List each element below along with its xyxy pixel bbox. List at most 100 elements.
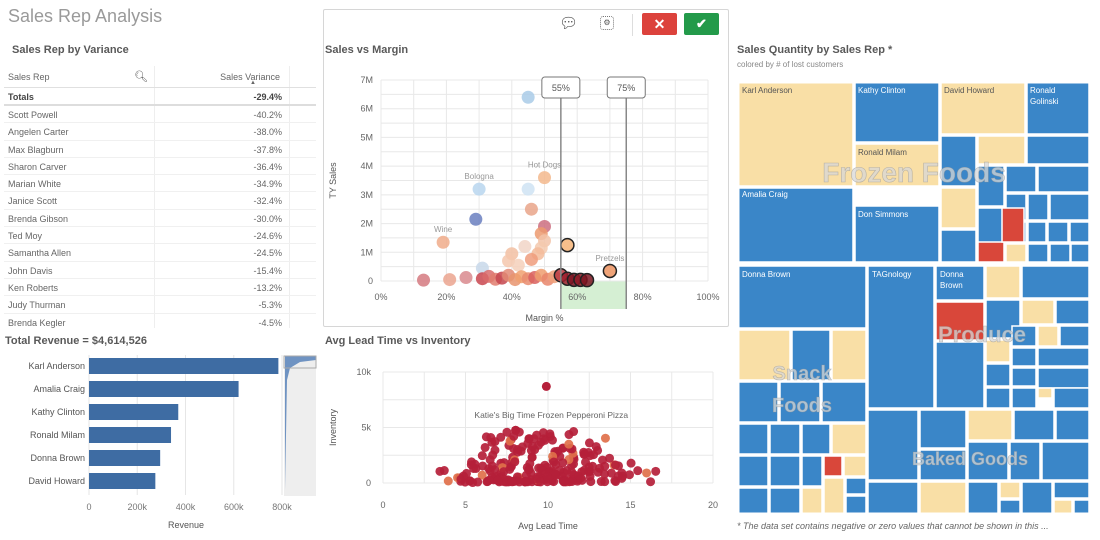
treemap-tile	[1011, 387, 1037, 409]
data-point	[646, 477, 656, 487]
sales-variance-value: -13.2%	[253, 282, 282, 293]
data-point	[584, 438, 594, 448]
data-point	[510, 457, 520, 467]
sales-rep-name: Scott Powell	[8, 110, 58, 120]
data-point	[600, 433, 610, 443]
y-tick-label: 7M	[360, 75, 373, 85]
sales-variance-value: -40.2%	[253, 110, 282, 120]
data-point	[580, 449, 590, 459]
treemap-tile	[1021, 265, 1090, 299]
data-point	[559, 467, 569, 477]
totals-row: Totals -29.4%	[4, 88, 316, 106]
table-header: Sales Rep 🔍︎ Sales Variance ▲	[4, 66, 316, 88]
x-tick-label: 20%	[437, 292, 455, 302]
treemap-tile	[831, 329, 867, 381]
treemap-tile	[1069, 221, 1090, 243]
x-tick-label: 200k	[127, 502, 147, 512]
treemap-tile	[935, 265, 985, 301]
treemap-tile	[967, 441, 1009, 481]
treemap-tile	[1047, 221, 1069, 243]
data-point	[534, 463, 544, 473]
range-handle[interactable]	[541, 76, 581, 99]
cancel-selection-button[interactable]: ✕	[642, 13, 677, 35]
data-point	[610, 460, 620, 470]
table-row[interactable]: Samantha Allen -24.5%	[4, 244, 316, 262]
sales-rep-name: Janice Scott	[8, 196, 58, 207]
data-point	[591, 442, 601, 452]
table-row[interactable]: Janice Scott -32.4%	[4, 192, 316, 210]
table-row[interactable]: Marian White -34.9%	[4, 175, 316, 193]
treemap-tile	[1013, 409, 1055, 441]
scroll-thumb[interactable]	[283, 355, 317, 369]
treemap-tile	[967, 409, 1013, 441]
treemap-tile	[1021, 299, 1055, 325]
treemap-tile	[985, 339, 1011, 363]
x-tick-label: 0%	[374, 292, 387, 302]
y-tick-label: 10k	[356, 367, 371, 377]
treemap-tile	[843, 455, 867, 477]
treemap-tile	[1011, 325, 1037, 347]
x-tick-label: 40%	[503, 292, 521, 302]
sales-rep-name: Samantha Allen	[8, 248, 72, 259]
treemap-tile-label: Brown	[940, 281, 963, 290]
sales-variance-value: -32.4%	[253, 196, 282, 207]
treemap-tile	[919, 449, 967, 481]
treemap-tile-label: Karl Anderson	[742, 86, 792, 95]
table-row[interactable]: Judy Thurman -5.3%	[4, 296, 316, 314]
select-area-icon[interactable]: ⚙	[600, 16, 614, 30]
treemap-tile	[977, 135, 1026, 165]
data-point	[642, 468, 652, 478]
table-row[interactable]: Scott Powell -40.2%	[4, 106, 316, 124]
lasso-icon[interactable]: 💬︎	[559, 15, 579, 32]
category-label: Amalia Craig	[33, 384, 85, 394]
treemap-tile	[1027, 193, 1049, 221]
sales-rep-name: Ken Roberts	[8, 282, 59, 293]
treemap-tile	[738, 487, 769, 514]
x-axis-label: Avg Lead Time	[518, 521, 578, 531]
data-point	[567, 467, 577, 477]
treemap-tile	[867, 481, 919, 514]
treemap-tile	[867, 409, 919, 481]
point-annotation: Pretzels	[595, 254, 624, 263]
x-tick-label: 20	[708, 500, 718, 510]
range-handle[interactable]	[606, 76, 646, 99]
treemap-tile	[1021, 481, 1053, 514]
data-point	[507, 477, 517, 487]
column-header-sales-variance[interactable]: Sales Variance	[220, 72, 280, 82]
table-row[interactable]: Brenda Gibson -30.0%	[4, 210, 316, 228]
table-row[interactable]: Angelen Carter -38.0%	[4, 123, 316, 141]
search-icon[interactable]: 🔍︎	[134, 71, 148, 83]
data-point	[529, 434, 539, 444]
selection-frame	[323, 9, 729, 327]
treemap-tile	[854, 82, 940, 143]
x-axis-label: Revenue	[168, 520, 204, 530]
treemap-group-label: Snack	[773, 363, 833, 385]
scroll-track	[284, 356, 316, 496]
treemap-tile	[769, 423, 801, 455]
sales-variance-value: -37.8%	[253, 144, 282, 155]
data-point	[490, 437, 500, 447]
table-row[interactable]: Max Blagburn -37.8%	[4, 141, 316, 158]
data-point	[549, 457, 559, 467]
sales-variance-value: -38.0%	[253, 127, 282, 138]
table-row[interactable]: Brenda Kegler -4.5%	[4, 314, 316, 328]
toolbar-divider	[632, 14, 633, 36]
variance-table: Sales Rep 🔍︎ Sales Variance ▲ Totals -29…	[4, 66, 316, 328]
data-point	[502, 254, 516, 268]
data-point	[443, 273, 457, 287]
data-point	[509, 431, 519, 441]
treemap-tile	[845, 477, 867, 495]
sales-rep-name: John Davis	[8, 265, 53, 276]
x-tick-label: 400k	[176, 502, 196, 512]
table-row[interactable]: John Davis -15.4%	[4, 262, 316, 279]
column-header-sales-rep[interactable]: Sales Rep	[8, 72, 50, 82]
table-row[interactable]: Ted Moy -24.6%	[4, 227, 316, 245]
treemap-tile	[823, 477, 845, 514]
table-row[interactable]: Ken Roberts -13.2%	[4, 279, 316, 297]
data-point	[477, 451, 487, 461]
variance-table-title: Sales Rep by Variance	[12, 44, 129, 56]
confirm-selection-button[interactable]: ✔	[684, 13, 719, 35]
treemap-tile	[1011, 347, 1037, 367]
y-tick-label: 2M	[360, 219, 373, 229]
table-row[interactable]: Sharon Carver -36.4%	[4, 158, 316, 176]
